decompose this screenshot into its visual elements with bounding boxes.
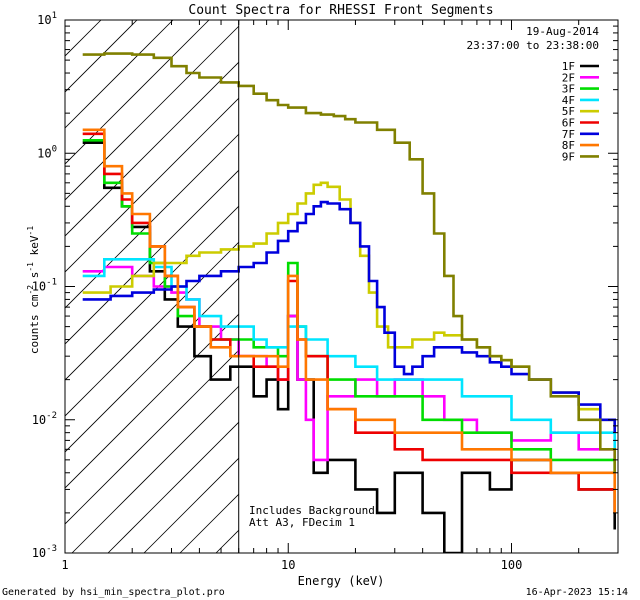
x-tick-label: 10 — [281, 558, 295, 572]
timestamp: 16-Apr-2023 15:14 — [526, 587, 628, 598]
legend-label: 6F — [562, 117, 575, 130]
series-9F — [82, 52, 616, 473]
hatch-line — [65, 20, 210, 165]
legend-label: 5F — [562, 105, 575, 118]
y-axis-label-part: counts cm — [28, 294, 41, 354]
annotation-background: Includes Background — [249, 504, 375, 517]
y-axis-label-part: keV — [28, 235, 41, 262]
y-axis-label-part: s — [28, 272, 41, 285]
series-8F — [82, 128, 616, 513]
legend-label: 2F — [562, 71, 575, 84]
hatch-line — [65, 20, 174, 129]
hatch-line — [65, 20, 246, 201]
legend-label: 3F — [562, 83, 575, 96]
legend-label: 7F — [562, 128, 575, 141]
x-tick-label: 100 — [501, 558, 523, 572]
annotation-attenuator: Att A3, FDecim 1 — [249, 516, 355, 529]
legend-label: 4F — [562, 94, 575, 107]
legend-label: 8F — [562, 139, 575, 152]
legend-label: 9F — [562, 150, 575, 163]
y-tick-label: 10-2 — [32, 411, 57, 427]
legend-label: 1F — [562, 60, 575, 73]
y-axis-label-sup: -1 — [26, 262, 35, 272]
x-axis-ticks: 1 10 100 — [61, 20, 619, 572]
y-tick-label: 101 — [37, 11, 57, 27]
chart-title: Count Spectra for RHESSI Front Segments — [188, 3, 493, 18]
y-axis-label-sup: -1 — [26, 226, 35, 236]
series-7F — [82, 200, 616, 433]
hatch-line — [65, 20, 318, 273]
hatch-line — [65, 20, 282, 237]
y-axis-label-sup: -2 — [26, 285, 35, 295]
y-tick-label: 100 — [37, 144, 57, 160]
series-layer — [82, 52, 616, 553]
y-tick-label: 10-1 — [32, 278, 57, 294]
y-axis-label: counts cm-2 s-1 keV-1 — [26, 226, 41, 354]
date-label: 19-Aug-2014 — [526, 25, 599, 38]
generated-by: Generated by hsi_min_spectra_plot.pro — [2, 587, 225, 598]
y-axis-ticks: 101 100 10-1 10-2 10-3 — [32, 11, 618, 560]
x-tick-label: 1 — [61, 558, 68, 572]
x-axis-label: Energy (keV) — [298, 574, 385, 588]
y-tick-label: 10-3 — [32, 544, 57, 560]
time-range-label: 23:37:00 to 23:38:00 — [467, 39, 599, 52]
